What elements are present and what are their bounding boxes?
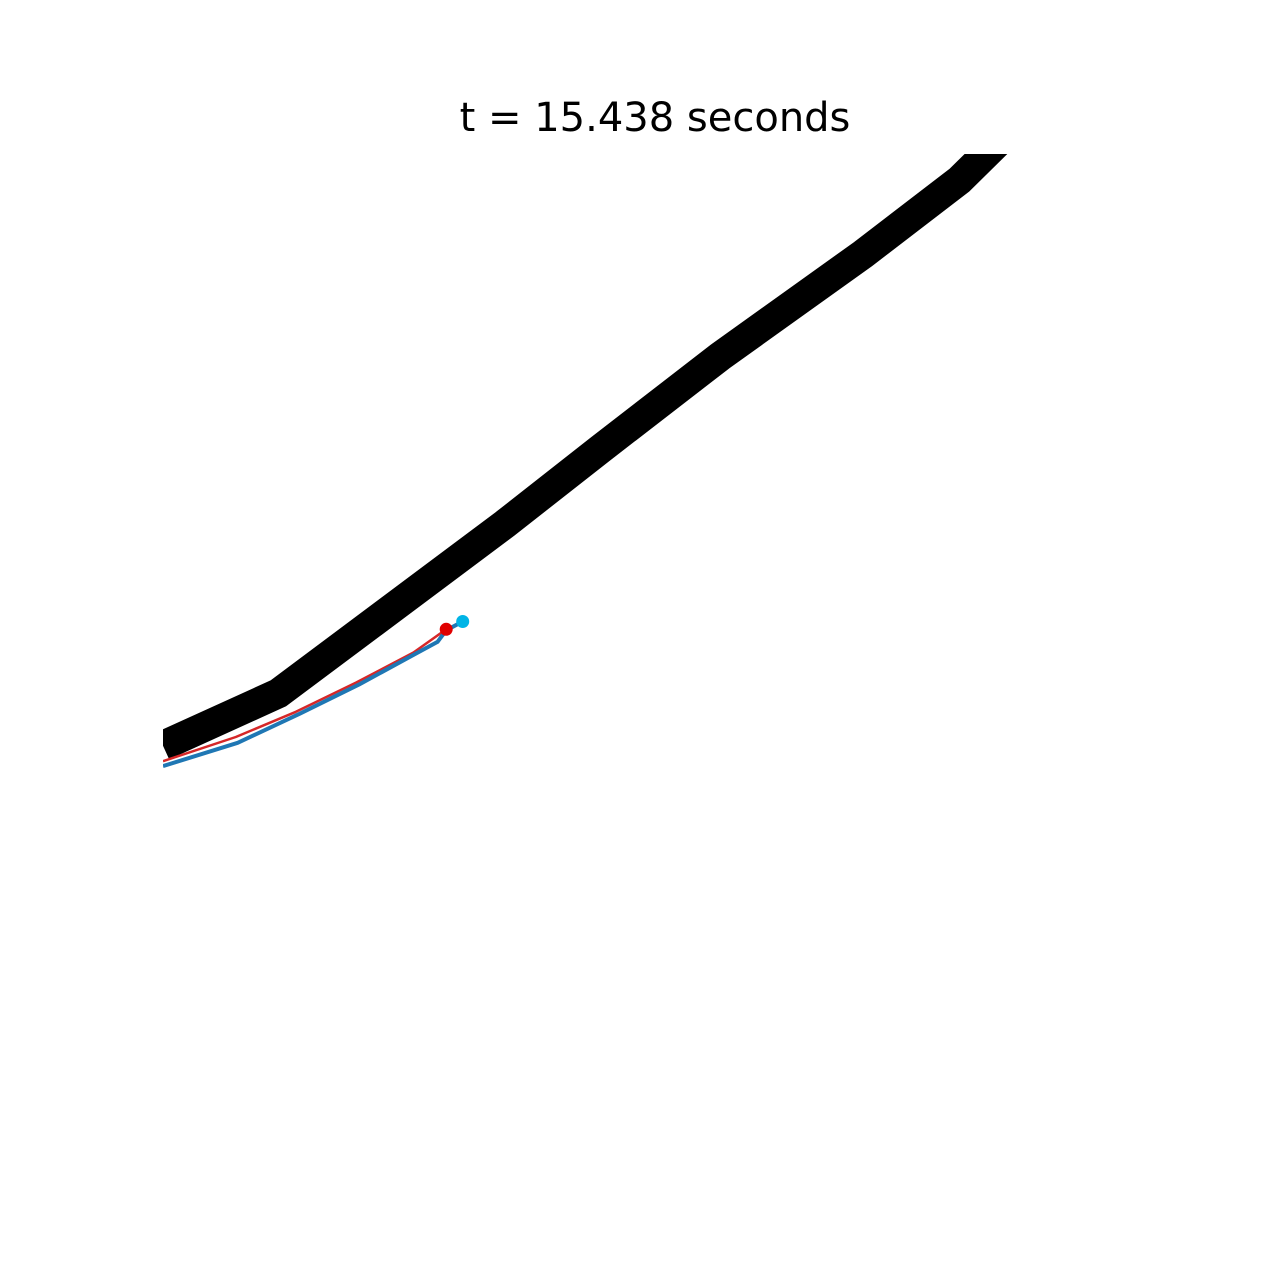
track-line bbox=[163, 154, 1008, 760]
red-position-marker bbox=[439, 622, 453, 636]
trajectory-blue-line bbox=[163, 619, 464, 769]
plot-layer bbox=[163, 154, 1008, 769]
trajectory-red-line bbox=[163, 628, 447, 763]
blue-position-marker bbox=[456, 615, 470, 628]
plot-title: t = 15.438 seconds bbox=[459, 95, 851, 141]
